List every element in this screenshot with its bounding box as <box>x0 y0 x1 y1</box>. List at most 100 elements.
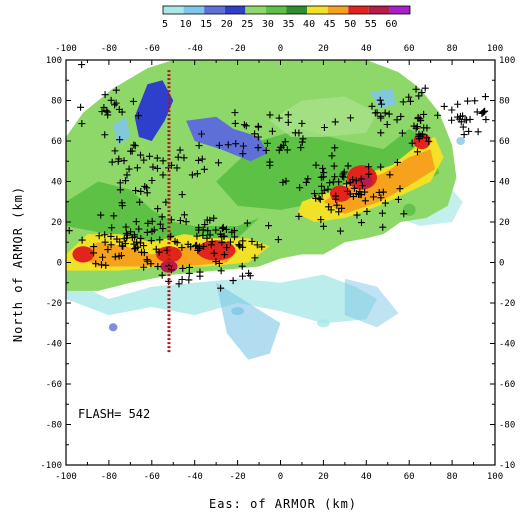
flash-marker-plus-icon <box>413 123 421 131</box>
y-tick-label-left: 20 <box>51 218 62 228</box>
echo-orange-east <box>323 149 435 214</box>
flash-marker-plus-icon <box>167 232 175 240</box>
flash-marker-plus-icon <box>188 171 196 179</box>
flash-marker-plus-icon <box>122 177 129 185</box>
flash-marker-plus-icon <box>111 101 119 109</box>
flash-marker-plus-icon <box>263 139 271 147</box>
flash-marker-plus-icon <box>397 112 405 120</box>
flash-marker-plus-icon <box>130 141 138 149</box>
flash-marker-plus-icon <box>408 139 416 147</box>
color-scale-label: 60 <box>385 19 397 30</box>
flash-marker-plus-icon <box>123 231 131 239</box>
flash-marker-plus-icon <box>344 162 352 170</box>
flash-marker-plus-icon <box>378 209 386 217</box>
flash-marker-plus-icon <box>329 178 337 186</box>
flash-marker-plus-icon <box>239 142 247 150</box>
flash-marker-plus-icon <box>135 112 143 120</box>
flash-marker-plus-icon <box>219 224 227 232</box>
y-tick-label-right: -10 <box>499 461 515 471</box>
flash-marker-plus-icon <box>152 245 160 253</box>
flash-marker-plus-icon <box>217 284 225 292</box>
flash-marker-plus-icon <box>116 179 124 187</box>
flash-marker-plus-icon <box>420 124 428 132</box>
flash-marker-plus-icon <box>200 165 208 173</box>
flash-marker-plus-icon <box>108 158 116 166</box>
flash-marker-plus-icon <box>212 226 220 234</box>
flash-marker-plus-icon <box>258 243 266 251</box>
flash-marker-plus-icon <box>217 267 225 275</box>
echo-small-cell <box>231 307 245 316</box>
flash-marker-plus-icon <box>471 97 479 105</box>
y-tick-label-right: 20 <box>499 218 510 228</box>
flash-marker-plus-icon <box>434 111 442 119</box>
flash-marker-plus-icon <box>377 112 385 120</box>
flash-marker-plus-icon <box>243 219 251 227</box>
flash-marker-plus-icon <box>159 225 167 233</box>
x-tick-label-bottom: 100 <box>487 472 503 482</box>
flash-marker-plus-icon <box>208 238 216 246</box>
flash-marker-plus-icon <box>312 161 320 169</box>
flash-marker-plus-icon <box>215 260 223 268</box>
y-tick-label-right: 40 <box>499 178 510 188</box>
color-scale-swatch <box>183 6 205 14</box>
flash-marker-plus-icon <box>361 197 369 205</box>
flash-marker-plus-icon <box>312 194 320 202</box>
flash-marker-plus-icon <box>173 239 181 247</box>
flash-count-label: FLASH= 542 <box>78 407 150 421</box>
flash-marker-plus-icon <box>175 280 183 288</box>
flash-marker-plus-icon <box>198 130 206 138</box>
echo-light-blue <box>113 116 131 146</box>
flash-marker-plus-icon <box>236 242 244 250</box>
flash-marker-plus-icon <box>418 130 426 138</box>
x-tick-label-bottom: 80 <box>447 472 458 482</box>
flash-marker-plus-icon <box>194 156 202 164</box>
flash-marker-plus-icon <box>144 219 152 227</box>
flash-marker-plus-icon <box>335 208 343 216</box>
lightning-flash-markers <box>66 61 490 292</box>
flash-marker-plus-icon <box>148 176 156 184</box>
flash-marker-plus-icon <box>118 202 126 210</box>
flash-marker-plus-icon <box>325 203 333 211</box>
flash-marker-plus-icon <box>167 266 175 274</box>
flash-marker-plus-icon <box>220 232 228 240</box>
flash-marker-plus-icon <box>415 135 423 143</box>
color-scale-label: 30 <box>262 19 274 30</box>
flash-marker-plus-icon <box>266 158 274 166</box>
echo-small-cell <box>108 323 118 332</box>
flash-marker-plus-icon <box>239 150 247 158</box>
flash-marker-plus-icon <box>231 119 239 127</box>
flash-marker-plus-icon <box>215 141 223 149</box>
flash-marker-plus-icon <box>268 127 276 135</box>
y-tick-label-left: 40 <box>51 178 62 188</box>
x-tick-labels-bottom: -100 -80 -60 -40 -20 0 20 40 60 80 100 <box>55 472 503 482</box>
color-scale-label: 35 <box>282 19 294 30</box>
flash-marker-plus-icon <box>200 242 208 250</box>
flash-marker-plus-icon <box>110 212 118 220</box>
flash-marker-plus-icon <box>343 187 351 195</box>
flash-marker-plus-icon <box>140 156 148 164</box>
flash-marker-plus-icon <box>363 207 371 215</box>
flash-marker-plus-icon <box>173 164 181 172</box>
flash-marker-plus-icon <box>121 240 129 248</box>
y-tick-labels-right: 100 80 60 40 20 0 -20 -40 -60 -80 -10 <box>499 56 515 471</box>
flash-marker-plus-icon <box>95 232 103 240</box>
flash-marker-plus-icon <box>480 108 488 116</box>
flash-marker-plus-icon <box>284 111 292 119</box>
y-tick-label-right: 100 <box>499 56 515 66</box>
light-echo-patch <box>344 278 399 328</box>
x-tick-label-top: -40 <box>187 44 203 54</box>
flash-marker-plus-icon <box>133 164 141 172</box>
flash-marker-plus-icon <box>207 241 215 249</box>
flash-marker-plus-icon <box>279 178 287 186</box>
color-scale-swatch <box>245 6 266 14</box>
flash-marker-plus-icon <box>111 147 119 155</box>
flash-marker-plus-icon <box>481 93 489 101</box>
x-tick-label-bottom: -100 <box>55 472 77 482</box>
color-scale-swatch <box>348 6 369 14</box>
flash-marker-plus-icon <box>373 109 381 117</box>
flash-marker-plus-icon <box>195 245 203 253</box>
flash-marker-plus-icon <box>358 182 366 190</box>
flash-marker-plus-icon <box>131 142 139 150</box>
flash-marker-plus-icon <box>340 168 348 176</box>
y-tick-label-right: -60 <box>499 380 515 390</box>
